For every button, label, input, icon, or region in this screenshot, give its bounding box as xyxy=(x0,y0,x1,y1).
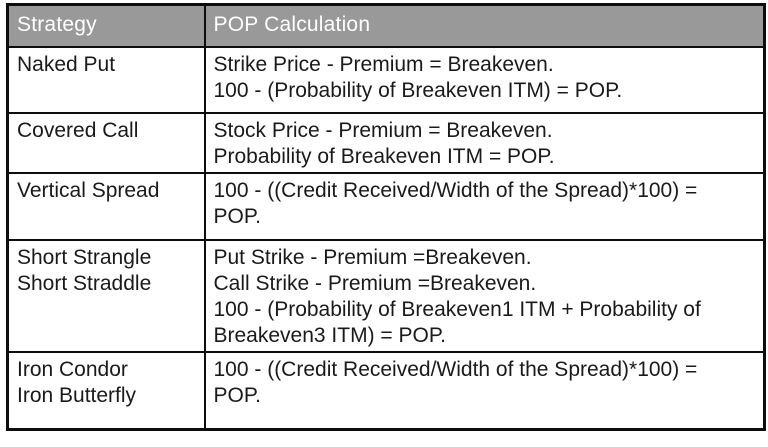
cell-line: Short Straddle xyxy=(17,271,152,295)
table-row: Covered Call Stock Price - Premium = Brea… xyxy=(6,111,766,174)
cell-line: 100 - ((Credit Received/Width of the Spr… xyxy=(213,357,698,381)
strategy-cell: Naked Put xyxy=(6,45,206,114)
cell-line: Short Strangle xyxy=(17,245,152,269)
column-header-strategy: Strategy xyxy=(6,3,206,48)
calculation-cell: Put Strike - Premium =Breakeven. Call Str… xyxy=(203,238,766,353)
table-header: Strategy POP Calculation xyxy=(6,3,766,48)
strategy-cell: Covered Call xyxy=(6,111,206,174)
cell-line: 100 - (Probability of Breakeven1 ITM + P… xyxy=(213,297,701,321)
column-header-pop-calculation: POP Calculation xyxy=(203,3,766,48)
table-row: Naked Put Strike Price - Premium = Breake… xyxy=(6,45,766,114)
cell-line: POP. xyxy=(213,383,261,407)
table-row: Iron Condor Iron Butterfly 100 - ((Credit … xyxy=(6,350,766,431)
cell-line: Stock Price - Premium = Breakeven. xyxy=(213,118,553,142)
calculation-cell: Strike Price - Premium = Breakeven. 100 -… xyxy=(203,45,766,114)
strategy-cell: Vertical Spread xyxy=(6,171,206,241)
table-header-row: Strategy POP Calculation xyxy=(6,3,766,48)
cell-line: Strike Price - Premium = Breakeven. xyxy=(213,52,554,76)
cell-line: Covered Call xyxy=(17,118,139,142)
cell-line: Breakeven3 ITM) = POP. xyxy=(213,323,446,347)
table-body: Naked Put Strike Price - Premium = Breake… xyxy=(6,45,766,431)
pop-calculation-table: Strategy POP Calculation Naked Put Strike… xyxy=(6,3,766,431)
cell-line: 100 - (Probability of Breakeven ITM) = P… xyxy=(213,78,623,102)
cell-line: POP. xyxy=(213,204,261,228)
cell-line: Vertical Spread xyxy=(17,178,160,202)
cell-line: Iron Butterfly xyxy=(17,383,137,407)
table-row: Short Strangle Short Straddle Put Strike -… xyxy=(6,238,766,353)
cell-line: Call Strike - Premium =Breakeven. xyxy=(213,271,537,295)
calculation-cell: 100 - ((Credit Received/Width of the Spr… xyxy=(203,350,766,431)
strategy-cell: Iron Condor Iron Butterfly xyxy=(6,350,206,431)
cell-line: 100 - ((Credit Received/Width of the Spr… xyxy=(213,178,698,202)
calculation-cell: 100 - ((Credit Received/Width of the Spr… xyxy=(203,171,766,241)
table-row: Vertical Spread 100 - ((Credit Received/W… xyxy=(6,171,766,241)
calculation-cell: Stock Price - Premium = Breakeven. Probab… xyxy=(203,111,766,174)
strategy-cell: Short Strangle Short Straddle xyxy=(6,238,206,353)
cell-line: Iron Condor xyxy=(17,357,128,381)
cell-line: Probability of Breakeven ITM = POP. xyxy=(213,144,555,168)
cell-line: Put Strike - Premium =Breakeven. xyxy=(213,245,532,269)
cell-line: Naked Put xyxy=(17,52,116,76)
